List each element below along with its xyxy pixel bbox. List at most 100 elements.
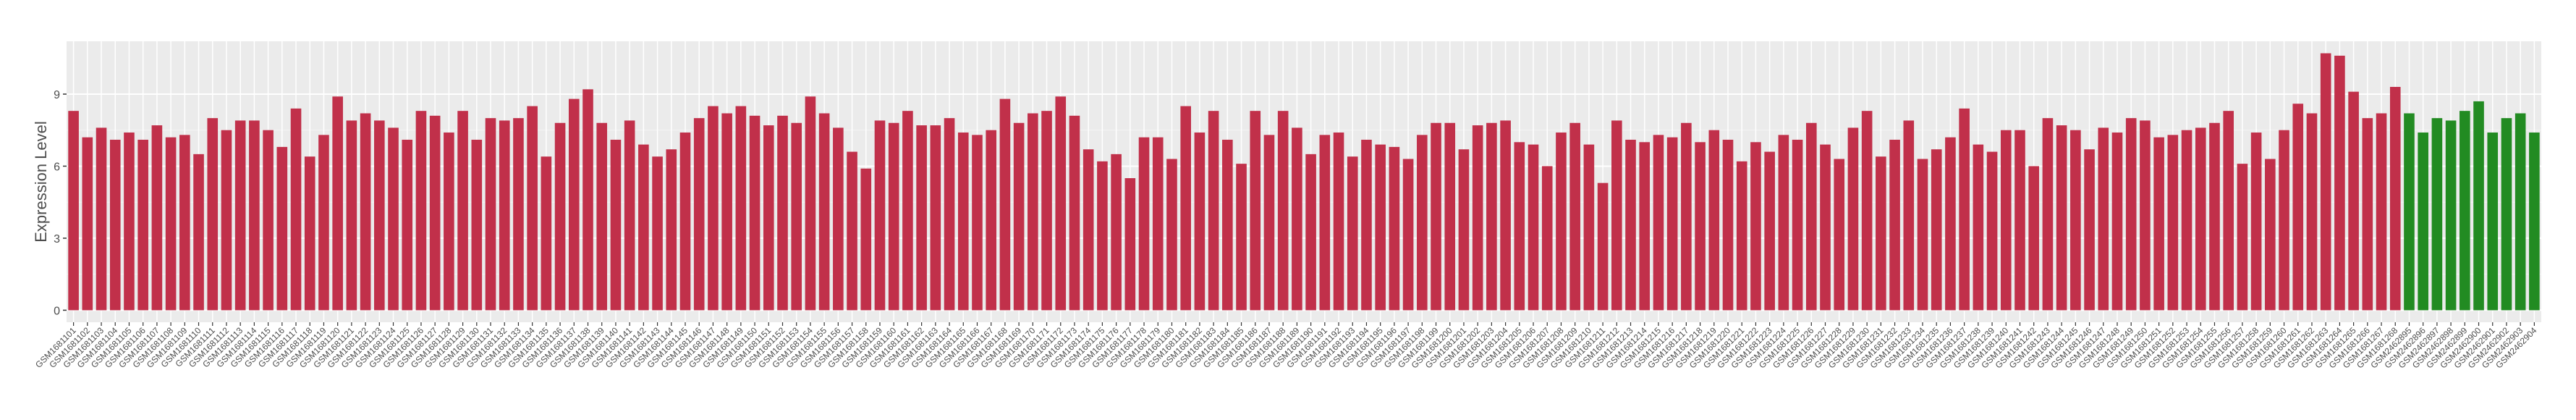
bar xyxy=(1361,139,1372,311)
bar xyxy=(151,125,163,311)
bar xyxy=(1250,111,1261,311)
y-tick-label: 9 xyxy=(54,89,60,101)
bar xyxy=(1778,135,1789,311)
bar xyxy=(415,111,427,311)
bar xyxy=(1986,151,1998,311)
bar xyxy=(652,156,663,311)
bar xyxy=(290,108,302,311)
bar xyxy=(1041,111,1052,311)
bar xyxy=(1180,106,1191,311)
bar xyxy=(1597,182,1609,311)
bar xyxy=(986,130,996,311)
bar xyxy=(874,120,886,311)
bar xyxy=(124,133,135,311)
bar xyxy=(2028,166,2040,311)
bar xyxy=(1028,113,1038,311)
bar xyxy=(1375,144,1386,311)
bar xyxy=(1583,144,1595,311)
bar xyxy=(2334,55,2345,311)
bar xyxy=(735,106,747,311)
bar xyxy=(1708,130,1720,311)
bar xyxy=(2195,127,2206,311)
bar xyxy=(1263,135,1275,311)
bar xyxy=(165,137,177,311)
bar xyxy=(957,133,969,311)
bar xyxy=(1222,139,1233,311)
bar xyxy=(777,115,788,311)
bar xyxy=(2070,130,2081,311)
bar xyxy=(568,98,580,311)
bar xyxy=(930,125,941,311)
bar xyxy=(2265,159,2276,311)
bar xyxy=(1069,115,1080,311)
bar xyxy=(1820,144,1831,311)
bar xyxy=(1666,137,1678,311)
bar xyxy=(1402,159,1414,311)
bar xyxy=(2362,118,2373,311)
bar xyxy=(1973,144,1984,311)
bar xyxy=(1611,120,1622,311)
bar xyxy=(1347,156,1358,311)
bar xyxy=(1556,133,1567,311)
bar xyxy=(2431,118,2443,311)
bar xyxy=(1305,154,1316,311)
bar xyxy=(2181,130,2192,311)
bar xyxy=(610,139,622,311)
bar xyxy=(638,144,649,311)
bar xyxy=(82,137,93,311)
bar xyxy=(2167,135,2179,311)
bar xyxy=(193,154,204,311)
bar xyxy=(68,111,79,311)
bar xyxy=(1653,135,1664,311)
bar xyxy=(1889,139,1900,311)
bar xyxy=(2111,133,2123,311)
bar xyxy=(1792,139,1803,311)
bar xyxy=(944,118,955,311)
bar xyxy=(2084,149,2095,311)
bar xyxy=(1541,166,1553,311)
bar xyxy=(2237,164,2248,311)
bar xyxy=(1013,122,1025,311)
bar xyxy=(902,111,913,311)
bar xyxy=(2418,133,2428,311)
bar xyxy=(221,130,232,311)
bar xyxy=(1834,159,1845,311)
bar xyxy=(2404,113,2415,311)
bar xyxy=(1236,164,1247,311)
bar xyxy=(2529,133,2540,311)
bar xyxy=(1945,137,1956,311)
bar xyxy=(2445,120,2457,311)
bar xyxy=(721,113,732,311)
bar xyxy=(2153,137,2164,311)
bar xyxy=(2279,130,2289,311)
y-tick-label: 3 xyxy=(54,233,60,245)
bar xyxy=(1319,135,1331,311)
bar xyxy=(2306,113,2318,311)
bar xyxy=(749,115,760,311)
bar xyxy=(1500,120,1511,311)
bar xyxy=(1764,151,1775,311)
bar xyxy=(360,113,371,311)
bar xyxy=(1472,125,1483,311)
bar xyxy=(471,139,483,311)
bar xyxy=(318,135,329,311)
bar xyxy=(1292,127,1302,311)
bar xyxy=(2042,118,2054,311)
bar xyxy=(429,115,441,311)
bar xyxy=(1194,133,1206,311)
bar xyxy=(1903,120,1915,311)
bar xyxy=(582,89,593,311)
bar xyxy=(2460,111,2470,311)
bar xyxy=(1277,111,1289,311)
bar xyxy=(1750,142,1761,311)
bar xyxy=(527,106,538,311)
bar xyxy=(1138,137,1150,311)
bar xyxy=(2514,113,2526,311)
bar xyxy=(2223,111,2234,311)
bar xyxy=(1514,142,1525,311)
bar xyxy=(2501,118,2512,311)
bar xyxy=(708,106,719,311)
bar xyxy=(137,139,148,311)
bar xyxy=(1805,122,1817,311)
